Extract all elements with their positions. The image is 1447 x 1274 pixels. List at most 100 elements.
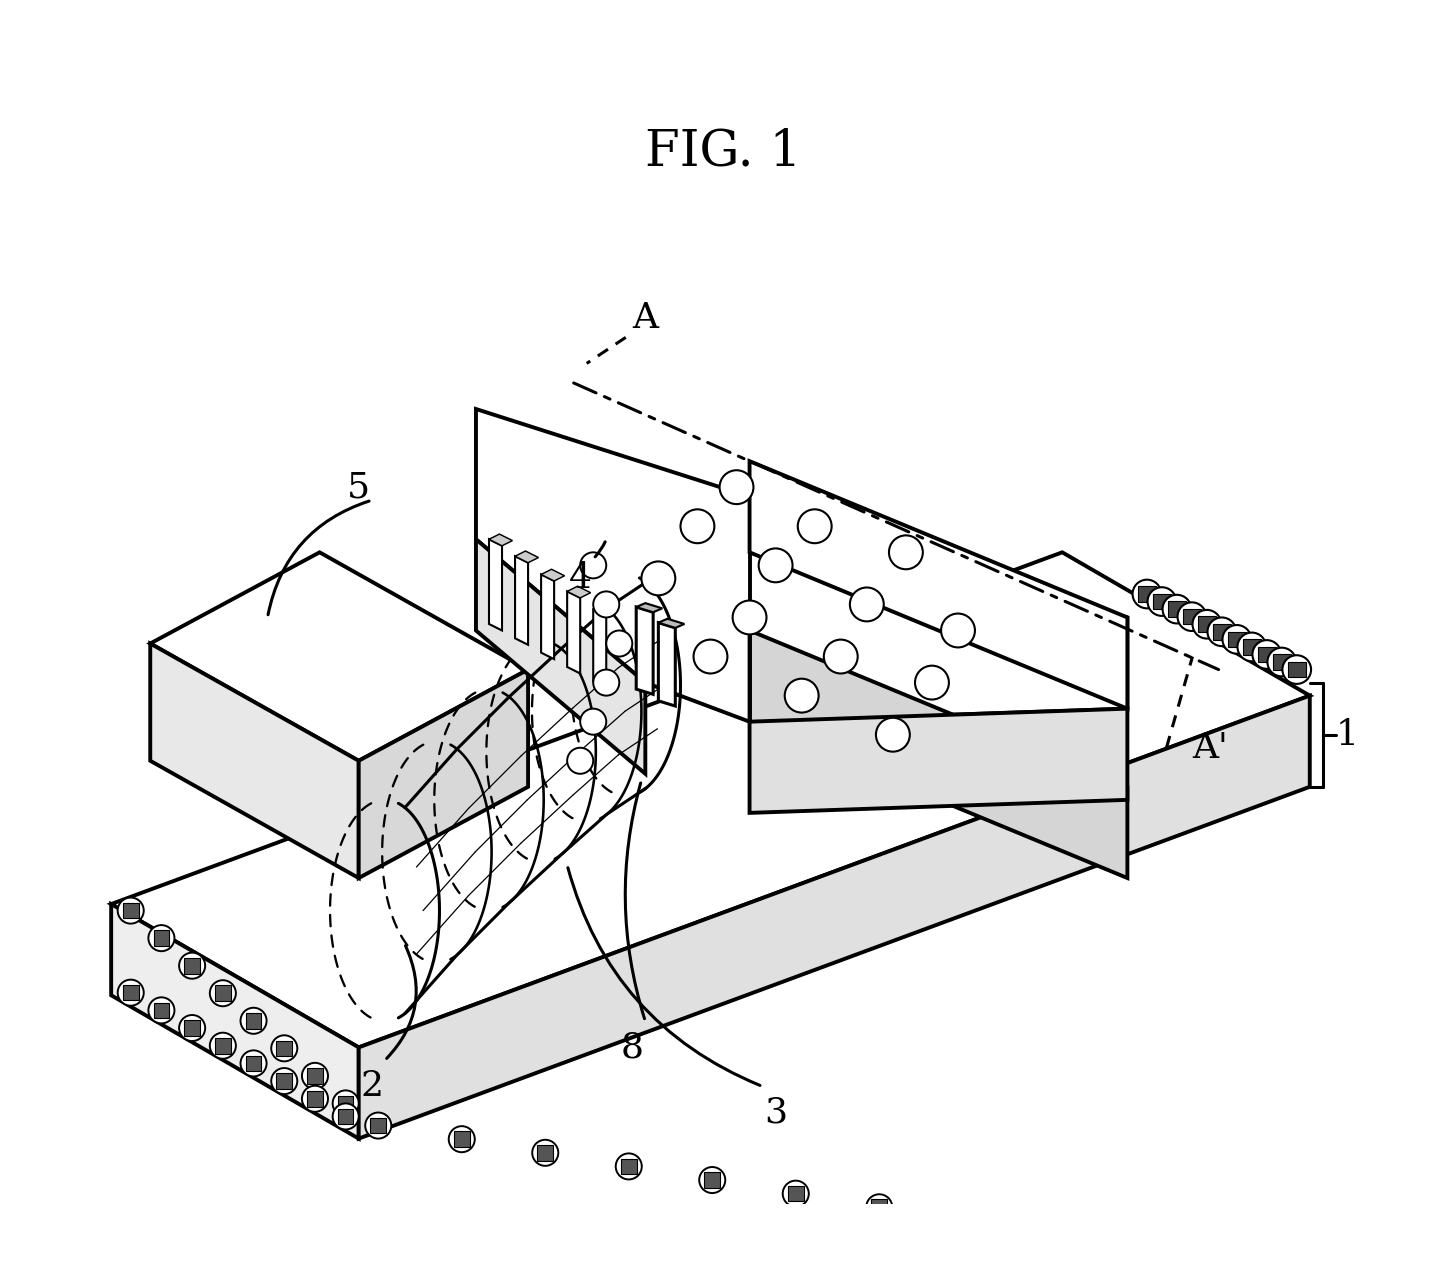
FancyBboxPatch shape	[307, 1068, 323, 1084]
Text: 1: 1	[1336, 717, 1359, 752]
Circle shape	[302, 1063, 328, 1089]
Circle shape	[1178, 603, 1207, 631]
FancyBboxPatch shape	[789, 1186, 803, 1201]
Polygon shape	[111, 905, 359, 1139]
FancyBboxPatch shape	[1182, 609, 1201, 624]
Circle shape	[641, 562, 676, 595]
Text: 4: 4	[569, 562, 592, 595]
Circle shape	[117, 898, 143, 924]
Circle shape	[210, 1033, 236, 1059]
Circle shape	[179, 1015, 205, 1041]
Circle shape	[732, 600, 767, 634]
Polygon shape	[637, 606, 653, 694]
Circle shape	[1282, 655, 1311, 684]
Circle shape	[149, 998, 175, 1023]
FancyBboxPatch shape	[337, 1096, 353, 1111]
Circle shape	[1268, 647, 1297, 676]
Polygon shape	[750, 708, 1127, 813]
FancyBboxPatch shape	[153, 1003, 169, 1018]
FancyBboxPatch shape	[1273, 654, 1291, 670]
Polygon shape	[489, 534, 512, 545]
Circle shape	[580, 708, 606, 735]
Circle shape	[949, 1208, 975, 1235]
Circle shape	[1162, 595, 1191, 623]
Circle shape	[875, 717, 910, 752]
FancyBboxPatch shape	[1243, 640, 1260, 655]
FancyBboxPatch shape	[216, 985, 230, 1001]
FancyBboxPatch shape	[123, 985, 139, 1000]
Polygon shape	[150, 553, 528, 761]
Polygon shape	[359, 670, 528, 878]
Polygon shape	[476, 539, 645, 773]
FancyBboxPatch shape	[1198, 617, 1215, 632]
FancyBboxPatch shape	[337, 1108, 353, 1124]
Circle shape	[240, 1050, 266, 1077]
Polygon shape	[476, 409, 1127, 721]
FancyBboxPatch shape	[307, 1091, 323, 1107]
Circle shape	[1192, 610, 1221, 638]
Circle shape	[333, 1091, 359, 1116]
Polygon shape	[515, 552, 538, 563]
Circle shape	[606, 631, 632, 656]
FancyBboxPatch shape	[1227, 632, 1246, 647]
Polygon shape	[541, 575, 554, 659]
Polygon shape	[489, 539, 502, 631]
Polygon shape	[111, 553, 1310, 1047]
Circle shape	[210, 980, 236, 1006]
Polygon shape	[359, 696, 1310, 1139]
FancyBboxPatch shape	[184, 958, 200, 973]
Text: A: A	[632, 301, 658, 335]
Polygon shape	[658, 619, 684, 628]
Circle shape	[365, 1112, 391, 1139]
Circle shape	[784, 679, 819, 712]
Circle shape	[567, 748, 593, 773]
Circle shape	[1200, 1249, 1226, 1274]
FancyBboxPatch shape	[871, 1199, 887, 1215]
Text: 5: 5	[347, 470, 370, 505]
FancyBboxPatch shape	[1137, 586, 1156, 601]
Circle shape	[783, 1181, 809, 1206]
Circle shape	[758, 548, 793, 582]
Circle shape	[1133, 580, 1162, 609]
Polygon shape	[593, 604, 616, 617]
FancyBboxPatch shape	[153, 930, 169, 947]
Text: 8: 8	[621, 1031, 644, 1064]
Circle shape	[593, 670, 619, 696]
FancyBboxPatch shape	[246, 1013, 262, 1028]
Polygon shape	[658, 623, 676, 706]
Circle shape	[1253, 640, 1281, 669]
Text: 3: 3	[764, 1096, 787, 1130]
FancyBboxPatch shape	[1205, 1254, 1221, 1270]
FancyBboxPatch shape	[1153, 594, 1171, 609]
Polygon shape	[150, 643, 359, 878]
FancyBboxPatch shape	[370, 1117, 386, 1134]
Circle shape	[823, 640, 858, 674]
FancyBboxPatch shape	[955, 1213, 971, 1228]
FancyBboxPatch shape	[1289, 1268, 1305, 1274]
FancyBboxPatch shape	[276, 1041, 292, 1056]
Circle shape	[888, 535, 923, 569]
Polygon shape	[541, 569, 564, 581]
Polygon shape	[515, 557, 528, 645]
Text: FIG. 1: FIG. 1	[645, 127, 802, 176]
Circle shape	[449, 1126, 475, 1152]
FancyBboxPatch shape	[123, 903, 139, 919]
FancyBboxPatch shape	[705, 1172, 721, 1187]
Circle shape	[1033, 1222, 1059, 1247]
Circle shape	[849, 587, 884, 622]
Circle shape	[915, 665, 949, 699]
Circle shape	[580, 553, 606, 578]
FancyBboxPatch shape	[537, 1145, 553, 1161]
Circle shape	[179, 953, 205, 978]
Circle shape	[333, 1103, 359, 1130]
Circle shape	[941, 614, 975, 647]
Circle shape	[532, 1140, 559, 1166]
FancyBboxPatch shape	[216, 1038, 230, 1054]
Polygon shape	[593, 610, 606, 688]
FancyBboxPatch shape	[1121, 1241, 1137, 1256]
Circle shape	[1117, 1235, 1143, 1261]
FancyBboxPatch shape	[1213, 624, 1231, 640]
Polygon shape	[567, 591, 580, 674]
Circle shape	[271, 1036, 297, 1061]
FancyBboxPatch shape	[276, 1073, 292, 1089]
